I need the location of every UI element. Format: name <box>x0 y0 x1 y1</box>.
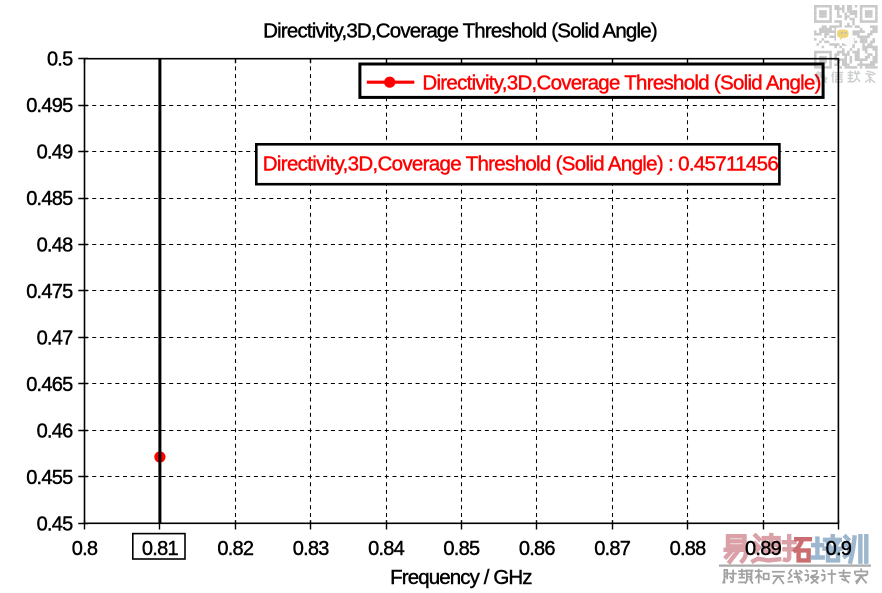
svg-text:0.87: 0.87 <box>594 538 631 560</box>
svg-text:0.84: 0.84 <box>368 538 405 560</box>
svg-text:0.455: 0.455 <box>26 467 73 489</box>
svg-text:0.46: 0.46 <box>37 420 74 442</box>
svg-text:0.49: 0.49 <box>37 142 74 164</box>
svg-text:0.81: 0.81 <box>142 538 179 560</box>
svg-text:Directivity,3D,Coverage Thresh: Directivity,3D,Coverage Threshold (Solid… <box>263 19 657 42</box>
svg-text:0.83: 0.83 <box>293 538 330 560</box>
svg-text:0.88: 0.88 <box>670 538 707 560</box>
svg-text:0.47: 0.47 <box>37 328 74 350</box>
svg-text:0.485: 0.485 <box>26 188 73 210</box>
svg-text:Frequency / GHz: Frequency / GHz <box>390 566 532 589</box>
svg-text:Directivity,3D,Coverage Thresh: Directivity,3D,Coverage Threshold (Solid… <box>422 71 820 94</box>
svg-text:0.495: 0.495 <box>26 95 73 117</box>
svg-text:0.5: 0.5 <box>47 49 73 71</box>
svg-text:0.8: 0.8 <box>72 538 98 560</box>
svg-text:0.85: 0.85 <box>443 538 480 560</box>
svg-text:0.86: 0.86 <box>519 538 556 560</box>
svg-text:0.475: 0.475 <box>26 281 73 303</box>
svg-text:0.82: 0.82 <box>217 538 254 560</box>
svg-text:Directivity,3D,Coverage Thresh: Directivity,3D,Coverage Threshold (Solid… <box>263 152 779 175</box>
svg-text:0.45: 0.45 <box>37 513 74 535</box>
svg-text:0.465: 0.465 <box>26 374 73 396</box>
svg-text:0.48: 0.48 <box>37 235 74 257</box>
